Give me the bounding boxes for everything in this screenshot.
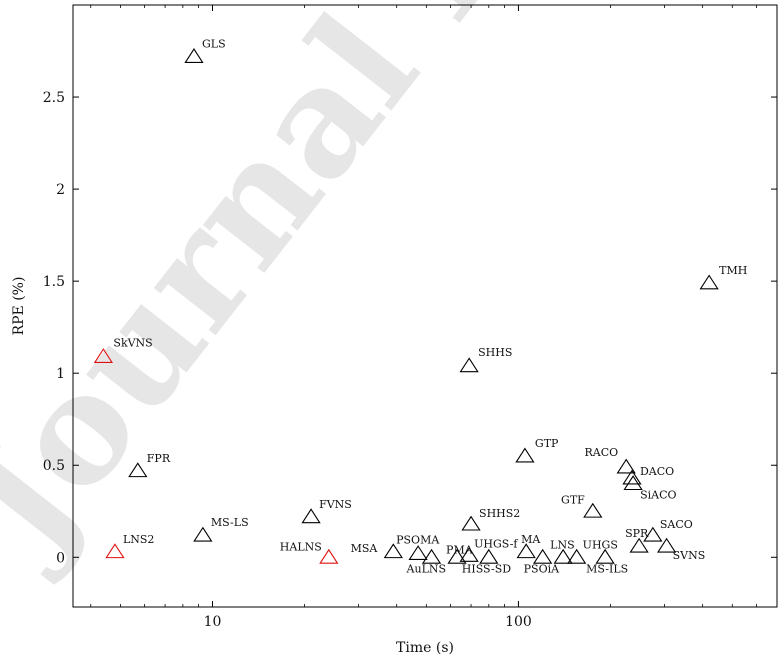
point-label: HISS-SD — [462, 562, 511, 575]
point-marker-aulns — [421, 548, 442, 564]
point-marker-gtp — [515, 447, 535, 463]
point-marker-psoia — [533, 548, 553, 564]
point-label: PSOiA — [524, 562, 560, 575]
point-marker-uhgs — [567, 548, 587, 564]
point-label: LNS2 — [123, 533, 154, 546]
point-marker-gtf — [583, 502, 603, 518]
point-label: GTP — [535, 437, 559, 450]
point-label: LNS — [550, 538, 574, 551]
point-label: SkVNS — [113, 337, 152, 350]
point-marker-psoma — [408, 545, 428, 561]
point-marker-shhs2 — [461, 515, 481, 531]
point-marker-siaco — [623, 475, 643, 491]
y-tick-label: 0 — [56, 550, 65, 566]
point-label: GLS — [202, 38, 226, 51]
x-tick-label: 10 — [204, 614, 222, 630]
point-label: MSA — [351, 542, 379, 555]
point-marker-saco — [643, 526, 663, 542]
point-label: MS-LS — [211, 516, 249, 529]
y-tick-label: 2.5 — [43, 90, 65, 106]
point-marker-ms-ls — [193, 526, 213, 542]
point-marker-msa — [383, 543, 403, 559]
point-marker-lns — [553, 548, 573, 564]
axis-ticks: 10 100 0 0.5 1 1.5 2 2.5 — [43, 5, 778, 630]
point-marker-raco — [616, 458, 636, 474]
point-label: SACO — [660, 518, 693, 531]
point-marker-halns — [319, 548, 339, 564]
point-marker-shhs — [459, 357, 479, 373]
y-tick-label: 0.5 — [43, 458, 65, 474]
point-marker-hiss-sd — [479, 548, 499, 564]
point-label: SVNS — [673, 549, 706, 562]
data-points: GLS TMH SkVNS SHHS FPR GTP RACO DACO SiACO GTF FVN… — [93, 38, 747, 575]
point-label: FVNS — [319, 498, 352, 511]
point-label: UHGS-f — [474, 537, 518, 550]
point-label: SPR — [625, 527, 649, 540]
point-label: MA — [521, 533, 541, 546]
point-label: AuLNS — [406, 562, 447, 575]
y-tick-label: 1 — [56, 366, 65, 382]
watermark-text: Journal Pre-proof — [0, 0, 779, 591]
point-label: MS-ILS — [586, 562, 628, 575]
point-marker-pma — [447, 548, 467, 564]
point-label: SiACO — [640, 489, 676, 502]
point-marker-gls — [184, 48, 204, 63]
point-label: PMA — [446, 543, 474, 556]
point-marker-ms-ils — [595, 548, 615, 564]
point-label: FPR — [147, 452, 171, 465]
point-marker-fvns — [301, 508, 321, 524]
y-axis-label: RPE (%) — [11, 277, 27, 336]
point-marker-spr — [629, 537, 649, 553]
point-marker-svns — [656, 537, 677, 553]
point-marker-tmh — [699, 274, 719, 290]
y-tick-label: 1.5 — [43, 274, 65, 290]
point-marker-lns2 — [105, 543, 125, 559]
point-marker-fpr — [128, 462, 148, 478]
point-marker-skvns — [93, 348, 114, 364]
point-label: UHGS — [583, 538, 618, 551]
point-label: DACO — [640, 465, 674, 478]
point-label: HALNS — [280, 540, 322, 553]
point-label: SHHS2 — [479, 507, 520, 520]
point-label: RACO — [585, 446, 619, 459]
plot-frame — [72, 4, 778, 608]
x-tick-label: 100 — [505, 614, 532, 630]
x-axis-label: Time (s) — [396, 640, 454, 656]
point-label: SHHS — [478, 346, 512, 359]
point-label: GTF — [561, 493, 585, 506]
y-tick-label: 2 — [56, 182, 65, 198]
point-label: PSOMA — [396, 534, 440, 547]
point-marker-uhgs-f — [459, 546, 479, 562]
point-marker-ma — [516, 543, 536, 559]
point-marker-daco — [622, 469, 642, 485]
point-label: TMH — [719, 264, 747, 277]
